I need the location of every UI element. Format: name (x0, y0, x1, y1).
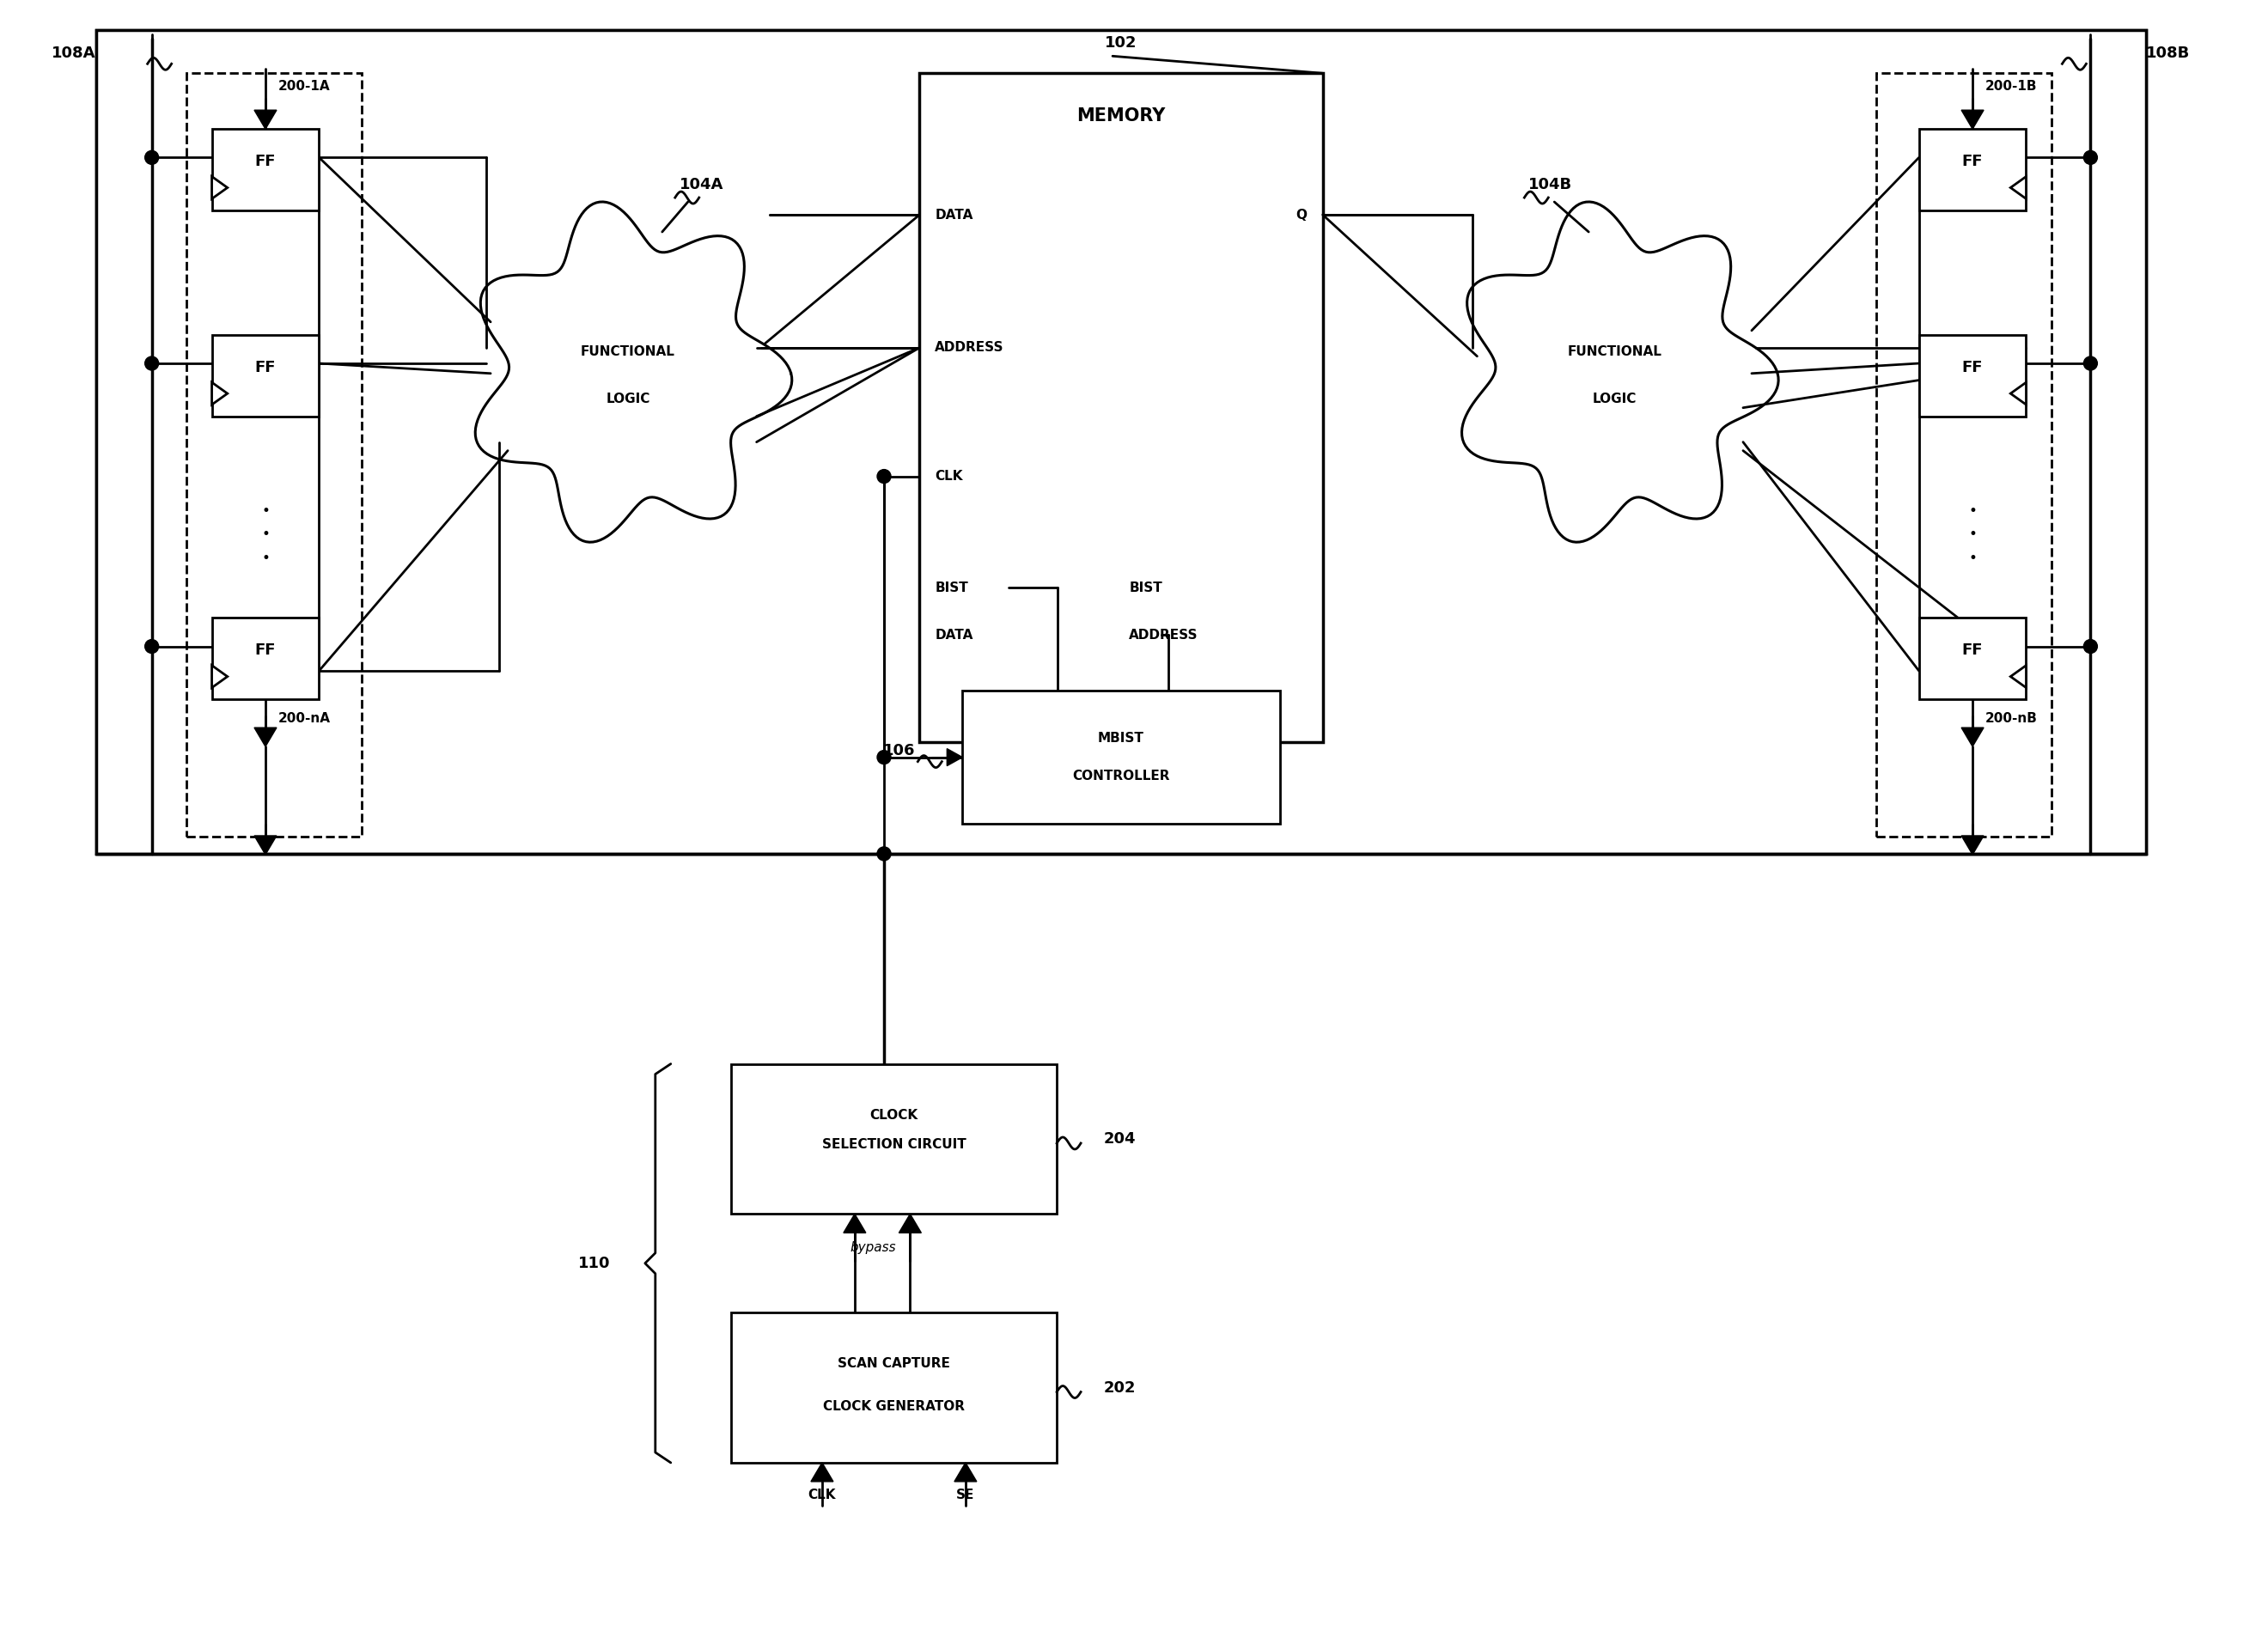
Circle shape (2084, 357, 2098, 370)
Text: 200-nB: 200-nB (1984, 712, 2037, 725)
Text: FUNCTIONAL: FUNCTIONAL (1567, 345, 1662, 358)
Bar (1919, 335, 2025, 416)
Text: CLOCK: CLOCK (869, 1108, 919, 1121)
Text: FF: FF (1962, 643, 1982, 658)
Polygon shape (2009, 383, 2025, 404)
Circle shape (878, 470, 891, 483)
Circle shape (878, 847, 891, 860)
Bar (1919, 618, 2025, 699)
Bar (95, 30, 2146, 853)
Text: 200-1B: 200-1B (1984, 79, 2037, 92)
Circle shape (145, 640, 159, 653)
Text: CONTROLLER: CONTROLLER (1073, 769, 1170, 783)
Text: SELECTION CIRCUIT: SELECTION CIRCUIT (821, 1139, 966, 1151)
Polygon shape (955, 1463, 978, 1481)
Text: MBIST: MBIST (1098, 732, 1145, 745)
Circle shape (2084, 640, 2098, 653)
Bar (1876, 74, 2053, 837)
Text: •: • (1969, 528, 1978, 543)
Bar (211, 618, 320, 699)
Text: LOGIC: LOGIC (1592, 393, 1637, 406)
Bar (95, 30, 2146, 853)
Text: MEMORY: MEMORY (1077, 107, 1166, 125)
Text: DATA: DATA (934, 209, 973, 222)
Text: 202: 202 (1105, 1379, 1136, 1396)
Text: FF: FF (1962, 360, 1982, 375)
Polygon shape (476, 202, 792, 543)
Polygon shape (2009, 666, 2025, 687)
Text: CLK: CLK (807, 1489, 837, 1501)
Circle shape (145, 357, 159, 370)
Text: BIST: BIST (934, 582, 968, 593)
Bar (211, 128, 320, 210)
Polygon shape (1962, 110, 1984, 128)
Polygon shape (812, 1463, 832, 1481)
Bar (919, 74, 1322, 741)
Circle shape (2084, 151, 2098, 164)
Text: •: • (261, 503, 270, 518)
Text: CLOCK GENERATOR: CLOCK GENERATOR (823, 1401, 964, 1412)
Polygon shape (2009, 176, 2025, 199)
Text: 204: 204 (1105, 1131, 1136, 1146)
Text: BIST: BIST (1129, 582, 1163, 593)
Text: 200-1A: 200-1A (279, 79, 331, 92)
Text: 110: 110 (578, 1256, 610, 1271)
Text: DATA: DATA (934, 628, 973, 641)
Polygon shape (1962, 835, 1984, 855)
Polygon shape (254, 728, 277, 746)
Polygon shape (211, 666, 227, 687)
Bar (186, 74, 363, 837)
Polygon shape (898, 1213, 921, 1233)
Polygon shape (948, 748, 962, 766)
Polygon shape (254, 835, 277, 855)
Polygon shape (211, 176, 227, 199)
Bar (730, 1064, 1057, 1213)
Text: •: • (261, 528, 270, 543)
Text: •: • (261, 551, 270, 567)
Bar (211, 335, 320, 416)
Text: •: • (1969, 551, 1978, 567)
Text: 102: 102 (1105, 36, 1136, 51)
Text: Q: Q (1295, 209, 1306, 222)
Text: •: • (1969, 503, 1978, 518)
Bar (962, 690, 1279, 824)
Text: FF: FF (254, 360, 277, 375)
Text: ADDRESS: ADDRESS (1129, 628, 1198, 641)
Text: FUNCTIONAL: FUNCTIONAL (581, 345, 676, 358)
Text: 108B: 108B (2146, 46, 2191, 61)
Text: FF: FF (254, 643, 277, 658)
Text: LOGIC: LOGIC (606, 393, 651, 406)
Polygon shape (844, 1213, 866, 1233)
Text: SE: SE (957, 1489, 975, 1501)
Bar (730, 1312, 1057, 1463)
Text: FF: FF (1962, 155, 1982, 169)
Text: ADDRESS: ADDRESS (934, 342, 1005, 353)
Text: 106: 106 (882, 743, 916, 758)
Text: 200-nA: 200-nA (279, 712, 331, 725)
Circle shape (145, 151, 159, 164)
Text: CLK: CLK (934, 470, 964, 483)
Circle shape (878, 750, 891, 764)
Polygon shape (254, 110, 277, 128)
Polygon shape (211, 383, 227, 404)
Polygon shape (1463, 202, 1778, 543)
Polygon shape (1962, 728, 1984, 746)
Bar (1919, 128, 2025, 210)
Text: FF: FF (254, 155, 277, 169)
Text: bypass: bypass (850, 1241, 896, 1254)
Text: SCAN CAPTURE: SCAN CAPTURE (837, 1358, 950, 1369)
Text: 104B: 104B (1529, 178, 1572, 192)
Text: 104A: 104A (680, 178, 723, 192)
Text: 108A: 108A (52, 46, 95, 61)
